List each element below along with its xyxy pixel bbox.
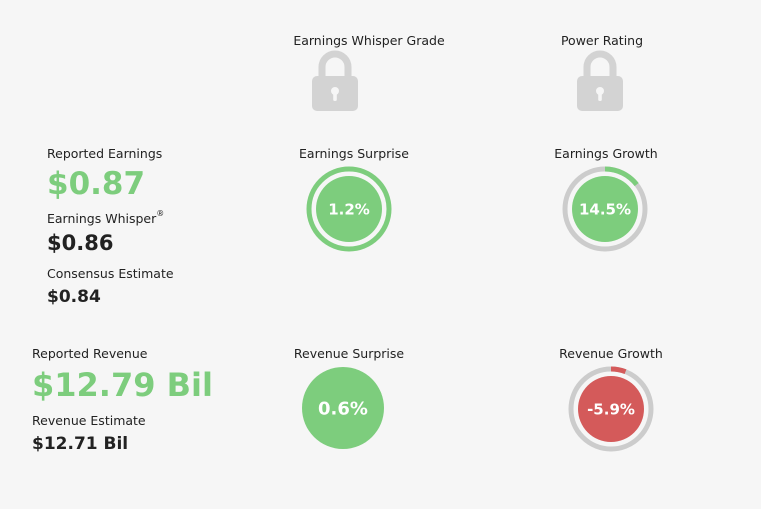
consensus-estimate-label: Consensus Estimate (47, 266, 174, 281)
earnings-surprise-ring (306, 166, 392, 252)
consensus-estimate-value: $0.84 (47, 287, 101, 307)
reported-revenue-value: $12.79 Bil (32, 366, 213, 404)
earnings-growth-label: Earnings Growth (554, 146, 658, 161)
registered-mark: ® (156, 209, 165, 218)
earnings-whisper-label: Earnings Whisper® (47, 209, 165, 226)
reported-revenue-label: Reported Revenue (32, 346, 148, 361)
earnings-surprise-disc (316, 176, 382, 242)
revenue-growth-value: -5.9% (587, 401, 635, 419)
earnings-growth-value: 14.5% (579, 201, 631, 219)
earnings-growth-gauge: 14.5% (560, 164, 650, 258)
earnings-growth-arc (562, 166, 648, 252)
reported-earnings-label: Reported Earnings (47, 146, 163, 161)
revenue-growth-disc (578, 376, 644, 442)
earnings-growth-disc (572, 176, 638, 242)
earnings-surprise-label: Earnings Surprise (299, 146, 409, 161)
revenue-surprise-label: Revenue Surprise (293, 346, 405, 361)
revenue-growth-label: Revenue Growth (559, 346, 663, 361)
revenue-surprise-gauge: 0.6% (298, 363, 388, 457)
revenue-growth-arc (568, 366, 654, 452)
revenue-estimate-value: $12.71 Bil (32, 434, 129, 454)
lock-icon (310, 50, 360, 116)
lock-icon (575, 50, 625, 116)
reported-earnings-value: $0.87 (47, 166, 146, 202)
revenue-surprise-value: 0.6% (318, 399, 368, 420)
revenue-growth-gauge: -5.9% (566, 364, 656, 458)
power-rating-label: Power Rating (560, 33, 644, 48)
earnings-whisper-grade-label: Earnings Whisper Grade (293, 33, 445, 48)
revenue-estimate-label: Revenue Estimate (32, 413, 146, 428)
earnings-whisper-value: $0.86 (47, 231, 114, 255)
revenue-surprise-disc (302, 367, 384, 449)
earnings-surprise-gauge: 1.2% (304, 164, 394, 258)
earnings-surprise-value: 1.2% (328, 201, 370, 219)
